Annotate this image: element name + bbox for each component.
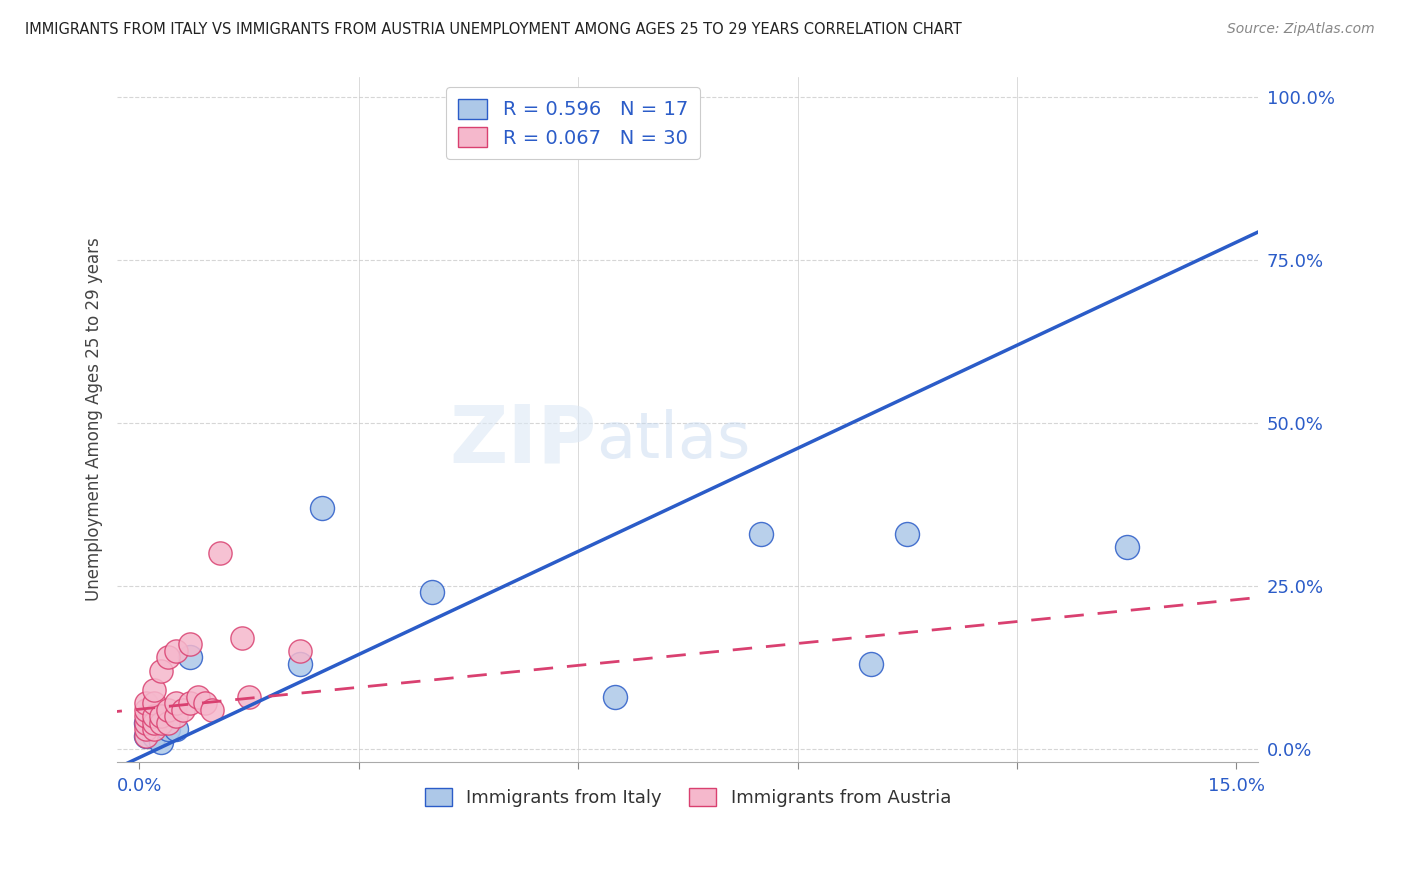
Point (157, 703, 180, 717)
Point (150, 735, 173, 749)
Point (142, 715, 165, 730)
Point (135, 715, 157, 730)
Point (142, 715, 165, 730)
Text: IMMIGRANTS FROM ITALY VS IMMIGRANTS FROM AUSTRIA UNEMPLOYMENT AMONG AGES 25 TO 2: IMMIGRANTS FROM ITALY VS IMMIGRANTS FROM… (25, 22, 962, 37)
Point (135, 715, 157, 730)
Point (179, 650, 201, 665)
Point (157, 650, 180, 665)
Point (142, 709, 165, 723)
Point (288, 644, 311, 658)
Point (165, 709, 187, 723)
Point (150, 709, 173, 723)
Legend: Immigrants from Italy, Immigrants from Austria: Immigrants from Italy, Immigrants from A… (418, 780, 957, 814)
Point (603, 690, 626, 704)
Point (194, 696, 217, 710)
Point (142, 722, 165, 736)
Point (311, 500, 333, 515)
Point (150, 715, 173, 730)
Point (157, 722, 180, 736)
Text: Source: ZipAtlas.com: Source: ZipAtlas.com (1227, 22, 1375, 37)
Point (288, 657, 311, 671)
Point (150, 664, 173, 678)
Point (135, 729, 157, 743)
Point (420, 585, 443, 599)
Point (859, 657, 882, 671)
Point (179, 637, 201, 651)
Text: atlas: atlas (596, 409, 751, 471)
Point (201, 703, 224, 717)
Point (142, 729, 165, 743)
Point (142, 696, 165, 710)
Point (157, 715, 180, 730)
Point (1115, 540, 1137, 554)
Point (165, 696, 187, 710)
Point (135, 722, 157, 736)
Point (172, 703, 194, 717)
Point (135, 709, 157, 723)
Point (142, 683, 165, 698)
Point (135, 703, 157, 717)
Point (749, 526, 772, 541)
Point (135, 729, 157, 743)
Point (165, 644, 187, 658)
Point (150, 709, 173, 723)
Y-axis label: Unemployment Among Ages 25 to 29 years: Unemployment Among Ages 25 to 29 years (86, 238, 103, 601)
Point (165, 722, 187, 736)
Point (896, 526, 918, 541)
Point (231, 631, 253, 645)
Text: ZIP: ZIP (450, 401, 596, 479)
Point (179, 696, 201, 710)
Point (187, 690, 209, 704)
Point (238, 690, 260, 704)
Point (208, 546, 231, 560)
Point (135, 696, 157, 710)
